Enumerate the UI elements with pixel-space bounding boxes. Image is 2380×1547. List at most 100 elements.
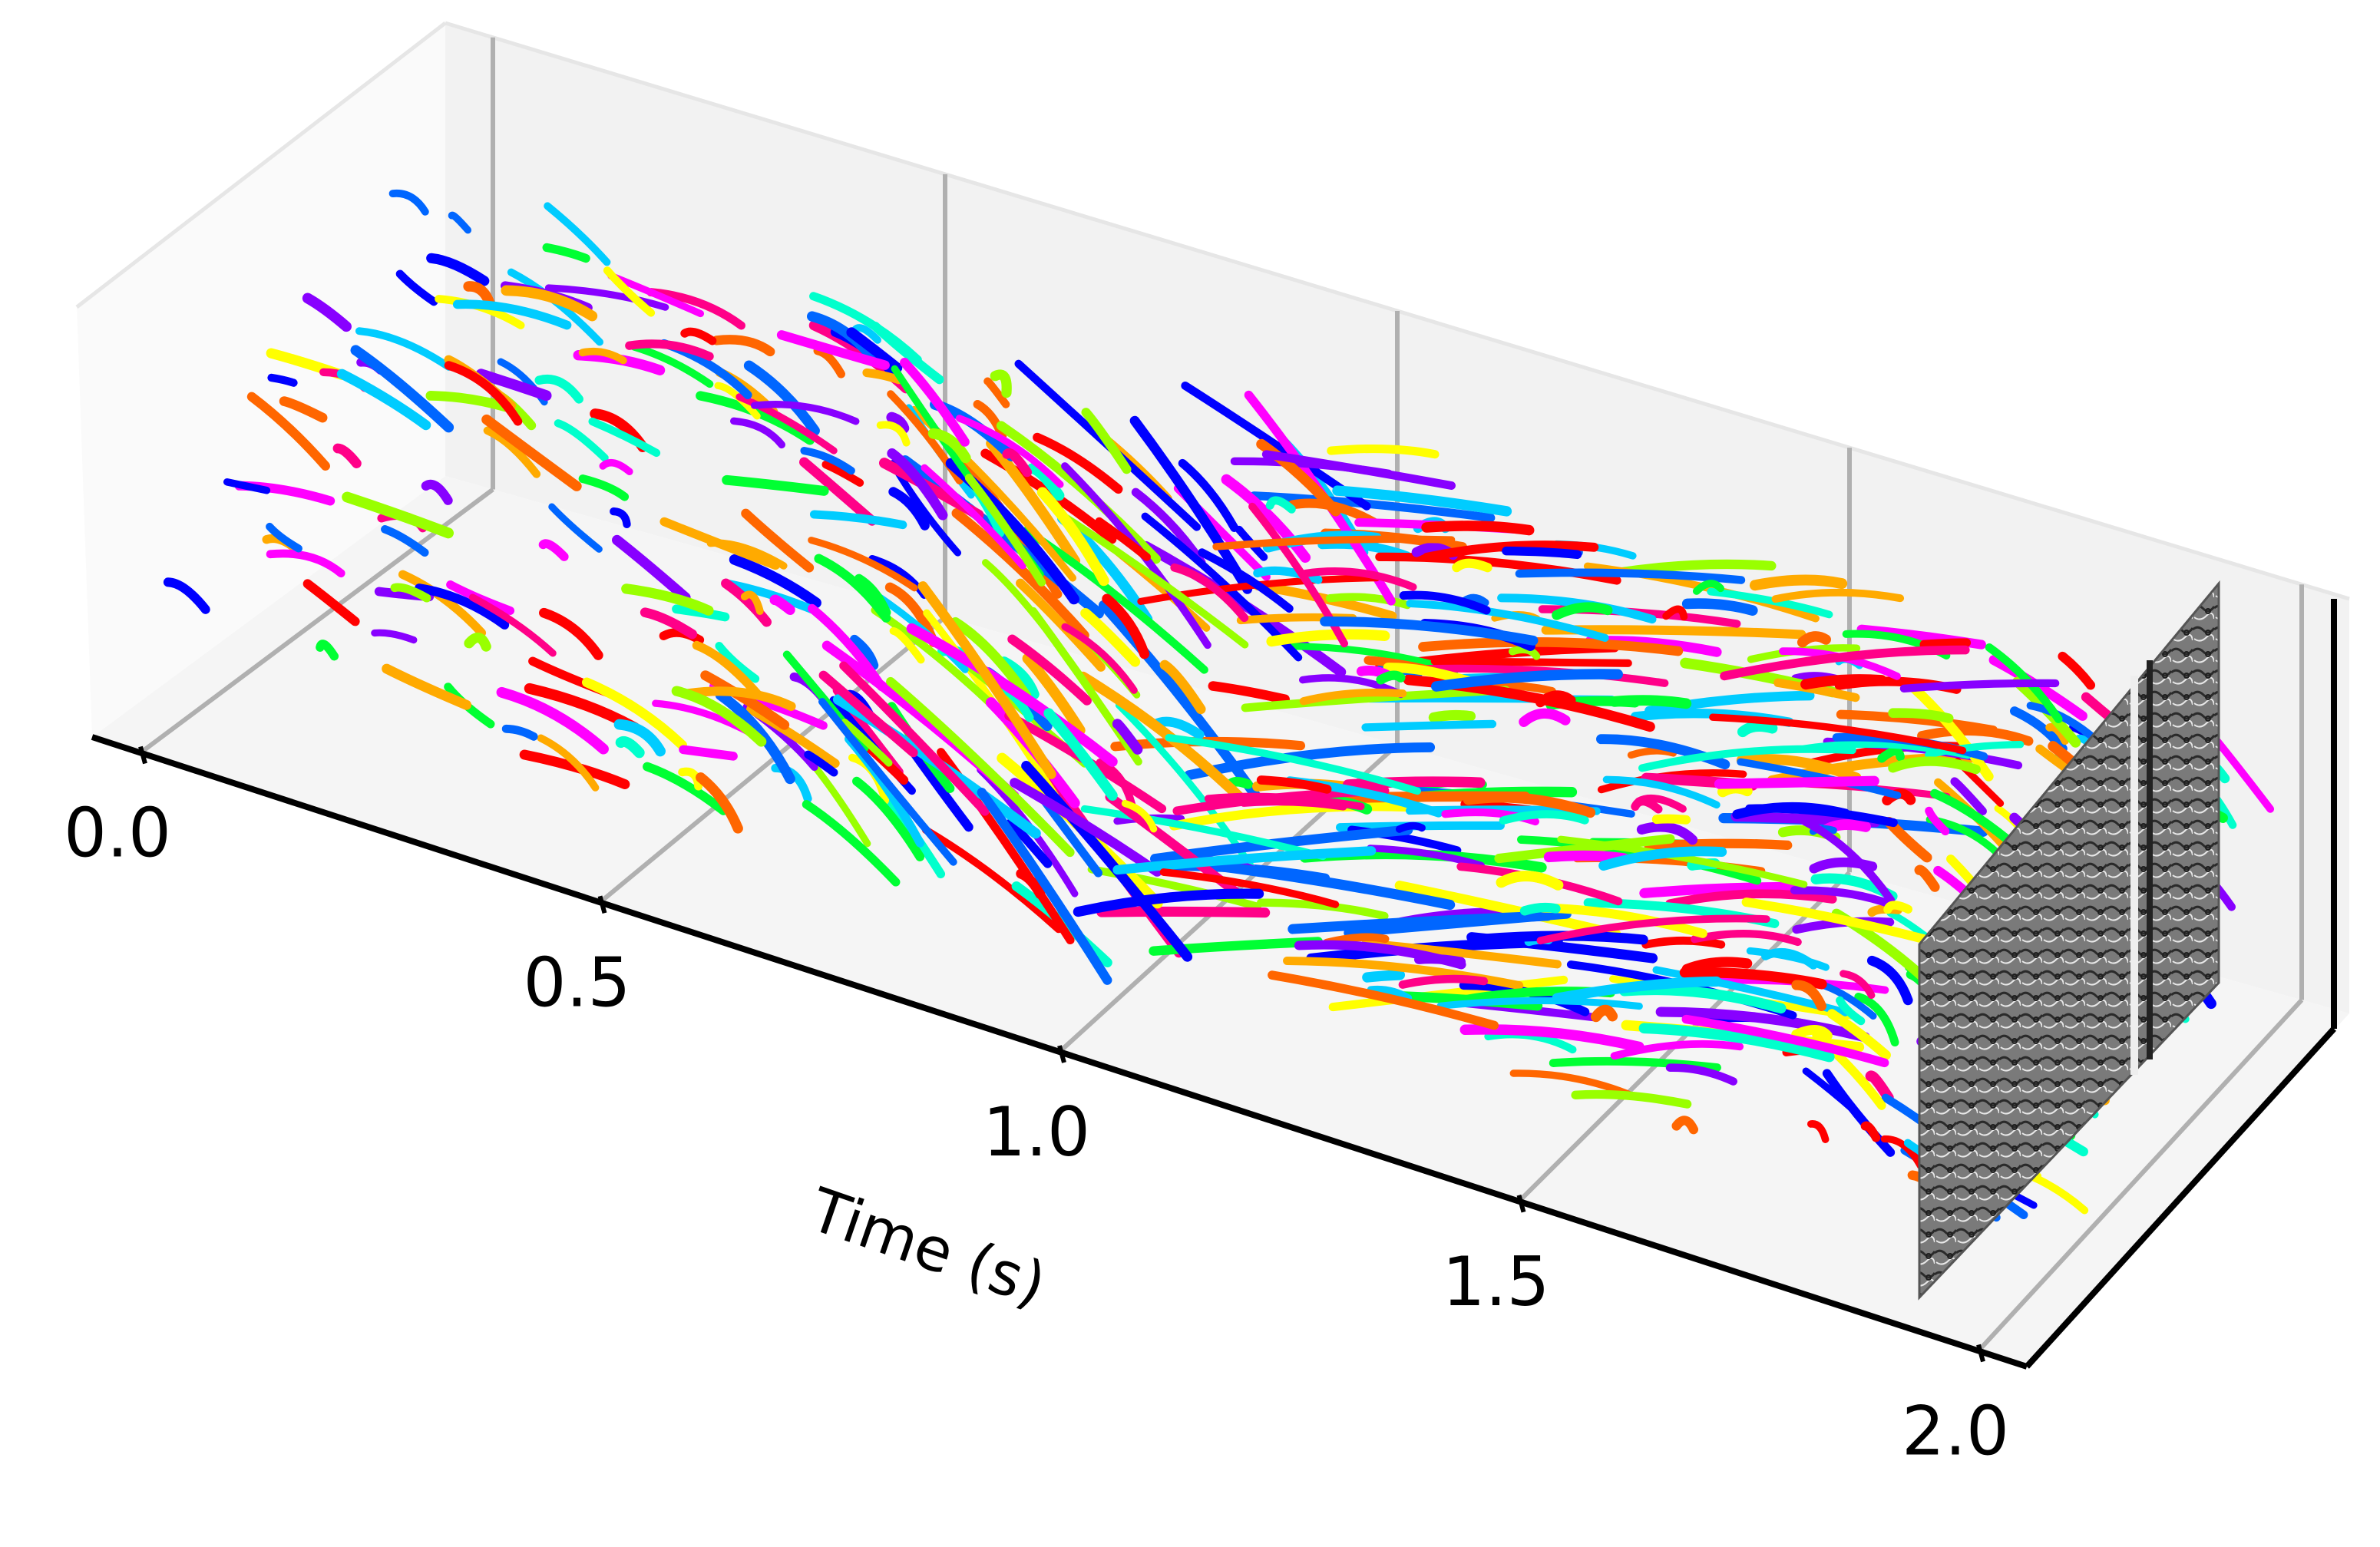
track — [395, 269, 438, 306]
track — [1077, 671, 1248, 806]
track — [1043, 708, 1118, 801]
left-pane — [77, 23, 445, 737]
track — [630, 342, 714, 388]
track — [599, 458, 633, 476]
track — [1327, 444, 1440, 459]
track — [692, 640, 762, 699]
track — [1463, 792, 1596, 818]
track — [1159, 659, 1206, 715]
track — [1268, 970, 1499, 1030]
track — [802, 800, 901, 887]
track — [846, 327, 903, 373]
track — [906, 623, 1118, 767]
track — [818, 698, 957, 866]
track — [1515, 568, 1746, 584]
track — [1376, 670, 1406, 685]
track — [977, 788, 1112, 985]
track — [809, 292, 922, 364]
event-frame — [1918, 580, 2220, 1301]
track — [1880, 1135, 1925, 1170]
track — [1720, 645, 1970, 681]
track — [990, 369, 1012, 398]
track — [1428, 709, 1476, 723]
track — [1806, 1120, 1830, 1143]
track — [1651, 814, 1691, 825]
track — [810, 761, 871, 848]
track — [1204, 792, 1365, 811]
track — [1221, 474, 1311, 564]
track — [625, 339, 714, 361]
track — [1320, 616, 1539, 646]
track — [1061, 623, 1138, 694]
track — [421, 479, 453, 505]
track — [1692, 580, 1724, 595]
track — [800, 447, 855, 475]
track — [1399, 590, 1491, 615]
track — [1854, 992, 1899, 1047]
track — [1165, 733, 1422, 795]
track — [1836, 996, 1866, 1026]
track — [542, 243, 590, 263]
track — [1080, 607, 1141, 667]
track — [302, 579, 360, 626]
track — [1502, 546, 1582, 560]
track — [715, 642, 760, 683]
track — [481, 414, 582, 491]
track — [1732, 802, 1850, 819]
track — [1026, 463, 1065, 501]
track — [1681, 598, 1758, 616]
x-tick-mark — [138, 745, 147, 765]
grid-line-floor — [598, 615, 947, 904]
track — [1178, 458, 1239, 532]
track — [1080, 805, 1327, 861]
track — [886, 676, 1075, 858]
x-tick-mark — [1057, 1045, 1066, 1063]
track — [316, 640, 339, 661]
track — [1888, 708, 1954, 723]
track — [578, 347, 627, 365]
track — [603, 266, 656, 317]
track — [1288, 911, 1553, 934]
track — [1029, 607, 1142, 766]
track — [1925, 806, 1950, 836]
track — [1627, 747, 1678, 759]
track — [1367, 845, 1485, 869]
track — [336, 369, 431, 431]
track — [2058, 651, 2096, 690]
track — [464, 632, 491, 652]
track — [1395, 821, 1426, 833]
track — [1552, 976, 1722, 1003]
track — [1021, 760, 1193, 962]
track — [1007, 634, 1092, 706]
track — [854, 574, 891, 617]
track — [1749, 574, 1848, 591]
track — [1367, 985, 1413, 1002]
track — [1800, 674, 1887, 690]
track — [1253, 566, 1323, 584]
track — [2009, 706, 2068, 754]
track — [955, 415, 1064, 488]
track — [554, 419, 609, 462]
track — [223, 478, 271, 494]
track — [1679, 967, 1827, 990]
track — [1112, 719, 1143, 755]
track — [501, 285, 598, 322]
track — [1431, 669, 1623, 692]
track — [1459, 1024, 1645, 1053]
track — [741, 508, 815, 573]
track — [1261, 450, 1456, 490]
track — [1590, 1004, 1618, 1023]
track — [1535, 690, 1576, 708]
track — [588, 417, 661, 458]
track — [1112, 846, 1377, 875]
track — [1452, 558, 1492, 573]
track — [1681, 1014, 1889, 1068]
x-axis-label: Time (s) — [801, 1175, 1054, 1321]
track — [849, 634, 879, 670]
track — [1930, 788, 2018, 850]
track — [809, 510, 907, 530]
track — [537, 734, 600, 792]
track — [1797, 631, 1831, 648]
track — [696, 772, 743, 834]
track — [538, 539, 569, 561]
